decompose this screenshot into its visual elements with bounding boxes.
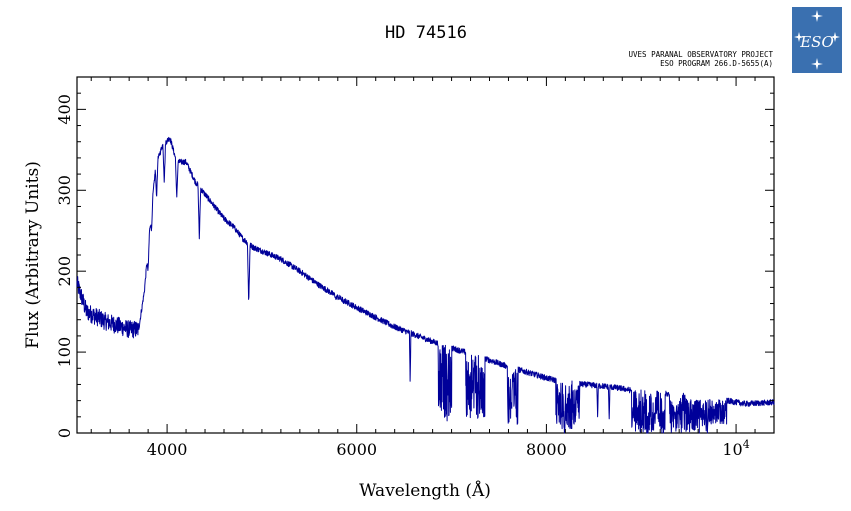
- chart-note-2: ESO PROGRAM 266.D-5655(A): [660, 59, 773, 68]
- plot-area: 4000 6000 8000 104 0 100 200 300 400: [55, 76, 775, 459]
- y-tick-label: 200: [55, 256, 74, 287]
- chart-note-1: UVES PARANAL OBSERVATORY PROJECT: [629, 50, 774, 59]
- eso-logo: ESO: [792, 7, 842, 73]
- y-tick-label: 100: [55, 337, 74, 368]
- spectrum-line: [76, 136, 775, 434]
- plot-frame: [76, 76, 775, 434]
- y-axis-title: Flux (Arbitrary Units): [23, 161, 43, 349]
- y-tick-label: 0: [55, 428, 74, 438]
- x-tick-label: 6000: [336, 440, 377, 459]
- x-tick-label: 8000: [526, 440, 567, 459]
- x-axis-title: Wavelength (Å): [359, 480, 491, 501]
- x-tick-exponent: 4: [743, 438, 750, 451]
- y-tick-label: 400: [55, 94, 74, 125]
- eso-logo-text: ESO: [799, 33, 834, 51]
- x-tick-label: 104: [722, 438, 749, 459]
- x-tick-label: 4000: [147, 440, 188, 459]
- star-icon: [794, 10, 840, 70]
- chart-title: HD 74516: [385, 23, 467, 43]
- y-tick-label: 300: [55, 175, 74, 206]
